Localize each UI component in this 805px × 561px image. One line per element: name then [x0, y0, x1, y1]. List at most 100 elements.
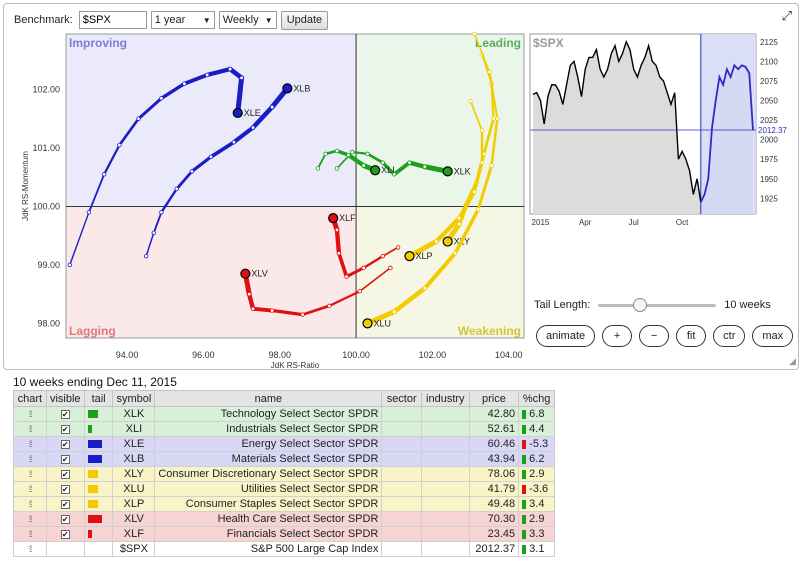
y-tick-label: 98.00 — [37, 318, 60, 328]
col-header-symbol[interactable]: symbol — [112, 390, 156, 407]
chart-cell[interactable]: ⫶⁞ — [13, 436, 47, 452]
chart-icon[interactable]: ⫶⁞ — [28, 514, 33, 524]
tail-segment-xlk — [392, 160, 412, 177]
chart-icon[interactable]: ⫶⁞ — [28, 529, 33, 539]
visible-checkbox[interactable]: ✔ — [60, 440, 70, 449]
visible-cell[interactable]: ✔ — [45, 481, 85, 497]
chart-cell[interactable]: ⫶⁞ — [13, 541, 47, 557]
visible-checkbox[interactable]: ✔ — [60, 410, 70, 419]
chart-cell[interactable]: ⫶⁞ — [13, 481, 47, 497]
col-header-price[interactable]: price — [468, 390, 520, 407]
chart-icon[interactable]: ⫶⁞ — [28, 409, 33, 419]
table-row[interactable]: ⫶⁞ $SPX S&P 500 Large Cap Index 2012.37 3.1 — [13, 541, 555, 557]
max-button[interactable]: max — [752, 325, 794, 347]
resize-handle-icon[interactable]: ◢ — [789, 356, 796, 366]
tail-point-xlv — [357, 289, 363, 294]
mini-chart-current-value: 2012.37 — [758, 126, 787, 135]
tail-point-xlu — [476, 207, 481, 212]
table-row[interactable]: ⫶⁞ ✔ XLB Materials Select Sector SPDR 43.94 6… — [13, 451, 555, 467]
update-button[interactable]: Update — [280, 10, 329, 30]
head-marker-xly[interactable] — [442, 236, 453, 247]
visible-cell[interactable]: ✔ — [45, 421, 85, 437]
visible-cell[interactable]: ✔ — [45, 511, 85, 527]
visible-checkbox[interactable]: ✔ — [60, 425, 70, 434]
head-marker-xle[interactable] — [232, 107, 243, 119]
visible-checkbox[interactable]: ✔ — [60, 530, 70, 539]
table-row[interactable]: ⫶⁞ ✔ XLE Energy Select Sector SPDR 60.46 -5.3 — [13, 436, 555, 452]
zoom-in-button[interactable]: + — [602, 325, 633, 347]
tail-length-slider[interactable] — [598, 298, 717, 312]
visible-cell[interactable]: ✔ — [45, 526, 85, 542]
head-marker-xlu[interactable] — [362, 318, 373, 329]
visible-cell[interactable]: ✔ — [45, 436, 85, 452]
head-marker-xlp[interactable] — [404, 251, 415, 262]
col-header-chart[interactable]: chart — [13, 390, 47, 407]
chart-cell[interactable]: ⫶⁞ — [13, 511, 47, 527]
price-cell: 70.30 — [468, 511, 520, 527]
symbol-cell: XLB — [112, 451, 156, 467]
table-row[interactable]: ⫶⁞ ✔ XLK Technology Select Sector SPDR 42.80… — [13, 406, 555, 422]
period-select[interactable]: 1 year ▼ — [150, 11, 215, 29]
chart-cell[interactable]: ⫶⁞ — [13, 526, 47, 542]
table-row[interactable]: ⫶⁞ ✔ XLU Utilities Select Sector SPDR 41.79-… — [13, 481, 555, 497]
tail-segment-xlv — [246, 291, 256, 311]
visible-cell[interactable]: ✔ — [45, 406, 85, 422]
visible-checkbox[interactable]: ✔ — [60, 515, 70, 524]
animate-button[interactable]: animate — [536, 325, 596, 347]
interval-select[interactable]: Weekly ▼ — [218, 11, 277, 29]
visible-checkbox[interactable]: ✔ — [60, 470, 70, 479]
chart-cell[interactable]: ⫶⁞ — [13, 496, 47, 512]
zoom-out-button[interactable]: − — [639, 325, 670, 347]
visible-cell[interactable]: ✔ — [45, 451, 85, 467]
col-header-tail[interactable]: tail — [83, 390, 114, 407]
chart-icon[interactable]: ⫶⁞ — [28, 454, 33, 464]
col-header-industry[interactable]: industry — [420, 390, 470, 407]
col-header-visible[interactable]: visible — [45, 390, 85, 407]
visible-checkbox[interactable]: ✔ — [60, 485, 70, 494]
chart-icon[interactable]: ⫶⁞ — [28, 424, 33, 434]
visible-cell[interactable]: ✔ — [45, 496, 85, 512]
chart-cell[interactable]: ⫶⁞ — [13, 421, 47, 437]
table-row[interactable]: ⫶⁞ ✔ XLI Industrials Select Sector SPDR 52.6… — [13, 421, 555, 437]
chg-value: 6.2 — [529, 453, 545, 465]
expand-icon[interactable]: ⤢ — [781, 8, 792, 23]
table-row[interactable]: ⫶⁞ ✔ XLP Consumer Staples Select Sector SPD… — [13, 496, 555, 512]
table-row[interactable]: ⫶⁞ ✔ XLV Health Care Select Sector SPDR 70.3… — [13, 511, 555, 527]
visible-cell[interactable] — [45, 541, 85, 557]
mini-chart-y-tick: 1925 — [760, 194, 778, 203]
col-header-name[interactable]: name — [154, 390, 383, 407]
col-header-chg[interactable]: %chg — [518, 390, 555, 407]
chart-icon[interactable]: ⫶⁞ — [28, 439, 33, 449]
table-row[interactable]: ⫶⁞ ✔ XLF Financials Select Sector SPDR 23.45… — [13, 526, 555, 542]
table-row[interactable]: ⫶⁞ ✔ XLY Consumer Discretionary Select Sect… — [13, 466, 555, 482]
visible-checkbox[interactable]: ✔ — [60, 500, 70, 509]
tail-point-xlk — [365, 151, 370, 157]
head-marker-xlv[interactable] — [240, 268, 251, 279]
chg-value: 2.9 — [529, 513, 545, 525]
col-header-sector[interactable]: sector — [381, 390, 422, 407]
tail-segment-xlv — [359, 267, 392, 293]
chart-cell[interactable]: ⫶⁞ — [13, 451, 47, 467]
mini-chart-y-tick: 2075 — [760, 77, 778, 86]
chart-cell[interactable]: ⫶⁞ — [13, 466, 47, 482]
center-button[interactable]: ctr — [713, 325, 746, 347]
visible-cell[interactable]: ✔ — [45, 466, 85, 482]
chart-icon[interactable]: ⫶⁞ — [28, 499, 33, 509]
chart-icon[interactable]: ⫶⁞ — [28, 469, 33, 479]
chg-bar — [522, 469, 527, 479]
fit-button[interactable]: fit — [676, 325, 707, 347]
visible-checkbox[interactable]: ✔ — [60, 455, 70, 464]
head-marker-xlk[interactable] — [442, 166, 453, 177]
head-marker-xlb[interactable] — [282, 83, 293, 94]
chart-cell[interactable]: ⫶⁞ — [13, 406, 47, 422]
quadrant-improving — [66, 34, 357, 207]
head-marker-xli[interactable] — [370, 165, 381, 176]
chart-icon[interactable]: ⫶⁞ — [28, 484, 33, 494]
quadrant-label-leading: Leading — [475, 36, 521, 50]
slider-track — [598, 304, 717, 307]
industry-cell — [420, 466, 470, 482]
slider-thumb[interactable] — [632, 298, 647, 312]
benchmark-input[interactable] — [78, 11, 147, 29]
chart-icon[interactable]: ⫶⁞ — [28, 544, 33, 554]
head-marker-xlf[interactable] — [328, 213, 339, 224]
